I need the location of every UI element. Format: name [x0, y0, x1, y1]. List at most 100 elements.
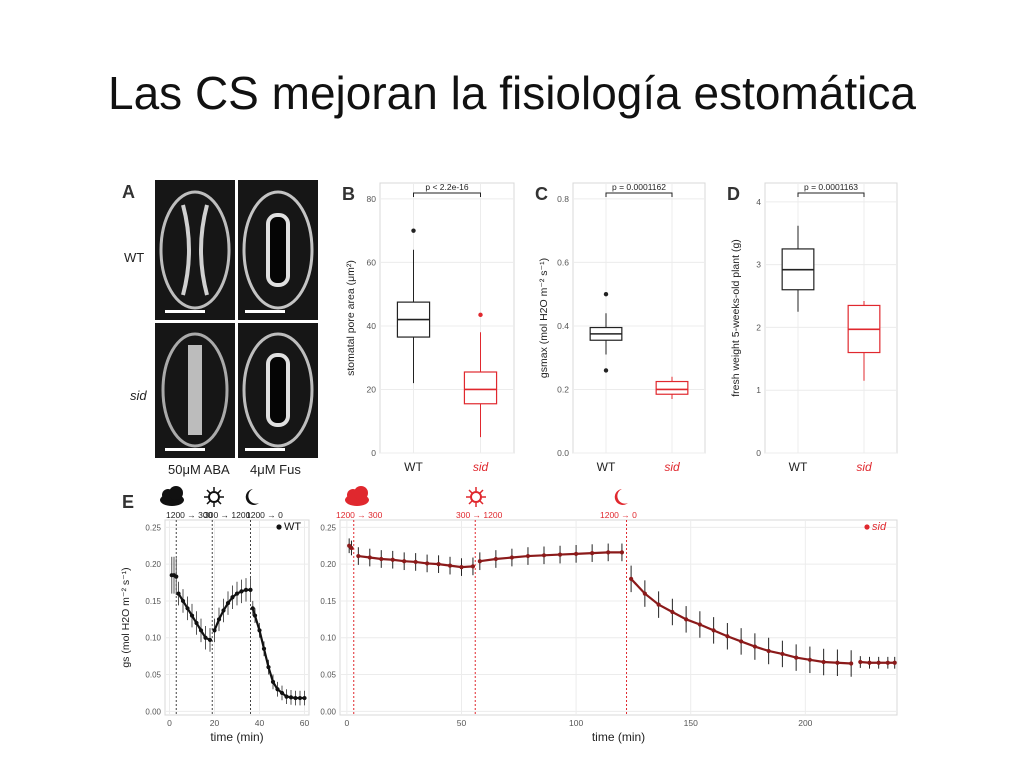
data-point — [402, 559, 407, 564]
data-point — [248, 587, 253, 593]
outlier-point — [478, 312, 483, 318]
x-tick-label: 0 — [345, 718, 350, 728]
data-point — [656, 602, 661, 607]
y-tick-label: 0.10 — [145, 634, 161, 643]
data-point — [185, 606, 190, 611]
legend-marker — [864, 524, 870, 530]
data-point — [493, 556, 498, 562]
y-tick-label: 0.4 — [557, 321, 569, 331]
p-value: p = 0.0001163 — [804, 182, 858, 192]
x-tick-label: 100 — [569, 718, 583, 728]
panel-d: D 0 1 2 3 4 fresh weight 5-weeks-old plant (g)… — [727, 182, 898, 474]
panel-c: C 0.0 0.2 0.4 0.6 0.8 gsmax (mol H2O m⁻² s⁻¹) p… — [535, 182, 706, 474]
y-tick-label: 0.05 — [320, 671, 336, 680]
plot-area — [572, 182, 706, 454]
iqr-box — [655, 380, 689, 395]
data-point — [413, 559, 418, 565]
data-point — [766, 648, 771, 654]
data-point — [670, 609, 675, 615]
panel-e-label: E — [122, 492, 134, 512]
p-value: p < 2.2e-16 — [425, 182, 469, 192]
panel-e-wt: 0.00 0.05 0.10 0.15 0.20 0.25 0 20 40 60 time (min… — [120, 519, 310, 744]
y-tick-label: 0.15 — [320, 597, 336, 606]
box-wt — [396, 228, 431, 384]
wt-transition-1: 1200 → 300 — [166, 510, 213, 520]
y-tick-label: 0.25 — [320, 523, 336, 532]
micrograph-wt-fus — [238, 180, 318, 320]
data-point — [225, 601, 231, 606]
y-tick-label: 3 — [756, 260, 761, 270]
sun-icon — [204, 487, 224, 507]
x-tick-label: WT — [789, 460, 808, 474]
data-point — [807, 657, 812, 662]
data-point — [379, 556, 384, 562]
y-axis-label: gs (mol H2O m⁻² s⁻¹) — [120, 567, 132, 667]
sid-transition-2: 300 → 1200 — [456, 510, 503, 520]
panel-e-decor: E 1200 → 300 300 → 1200 1200 → 0 1200 → … — [122, 486, 637, 520]
data-point — [459, 564, 464, 570]
x-tick-label: sid — [856, 460, 872, 474]
significance-bracket — [797, 192, 865, 197]
data-point — [867, 660, 872, 665]
data-point — [288, 695, 294, 700]
y-tick-label: 80 — [367, 194, 377, 204]
legend-label: sid — [872, 521, 887, 533]
plot-area — [164, 519, 310, 716]
data-point — [885, 660, 890, 665]
wt-transition-3: 1200 → 0 — [246, 510, 283, 520]
plot-area — [764, 182, 898, 454]
panel-a: A WT sid 50μM ABA 4μM Fus — [122, 180, 318, 477]
series-segment — [347, 538, 354, 556]
data-point — [642, 591, 647, 596]
data-point — [725, 634, 730, 639]
iqr-box — [463, 371, 498, 405]
y-axis-label: fresh weight 5-weeks-old plant (g) — [730, 239, 742, 397]
data-point — [194, 620, 199, 626]
data-point — [257, 628, 262, 633]
data-point — [477, 559, 482, 564]
data-point — [684, 617, 689, 622]
data-point — [367, 555, 372, 560]
box-sid — [463, 312, 498, 438]
row-label-wt: WT — [124, 250, 144, 265]
box-sid — [655, 376, 689, 399]
y-tick-label: 0.2 — [557, 384, 569, 394]
x-tick-label: sid — [664, 460, 680, 474]
y-tick-label: 0 — [371, 448, 376, 458]
data-point — [279, 690, 285, 696]
row-label-sid: sid — [130, 388, 147, 403]
micrograph-sid-fus — [238, 323, 318, 458]
data-point — [794, 655, 799, 660]
x-tick-label: 50 — [457, 718, 467, 728]
y-tick-label: 0.00 — [145, 707, 161, 716]
plot-area — [339, 519, 898, 716]
data-point — [189, 613, 195, 618]
sun-icon-red — [466, 487, 486, 507]
sid-transition-3: 1200 → 0 — [600, 510, 637, 520]
significance-bracket — [413, 192, 481, 197]
outlier-point — [603, 368, 609, 373]
y-axis-label: stomatal pore area (μm²) — [345, 260, 357, 376]
series-segment — [629, 565, 854, 677]
data-point — [180, 598, 186, 604]
data-point — [892, 660, 897, 665]
p-value: p = 0.0001162 — [612, 182, 666, 192]
data-point — [541, 553, 547, 558]
y-axis-label: gsmax (mol H2O m⁻² s⁻¹) — [538, 258, 550, 378]
y-tick-label: 2 — [756, 322, 761, 332]
data-point — [470, 564, 476, 569]
micrograph-wt-aba — [155, 180, 235, 320]
x-axis-label: time (min) — [592, 730, 645, 744]
data-point — [261, 646, 267, 651]
series-segment — [169, 556, 179, 596]
data-point — [239, 589, 244, 594]
x-axis-label: time (min) — [210, 730, 263, 744]
series-line — [479, 551, 622, 563]
moon-icon-red — [614, 489, 628, 505]
data-point — [436, 562, 441, 567]
series-segment — [250, 600, 307, 706]
data-point — [275, 687, 280, 692]
y-tick-label: 1 — [756, 385, 761, 395]
data-point — [270, 679, 276, 684]
